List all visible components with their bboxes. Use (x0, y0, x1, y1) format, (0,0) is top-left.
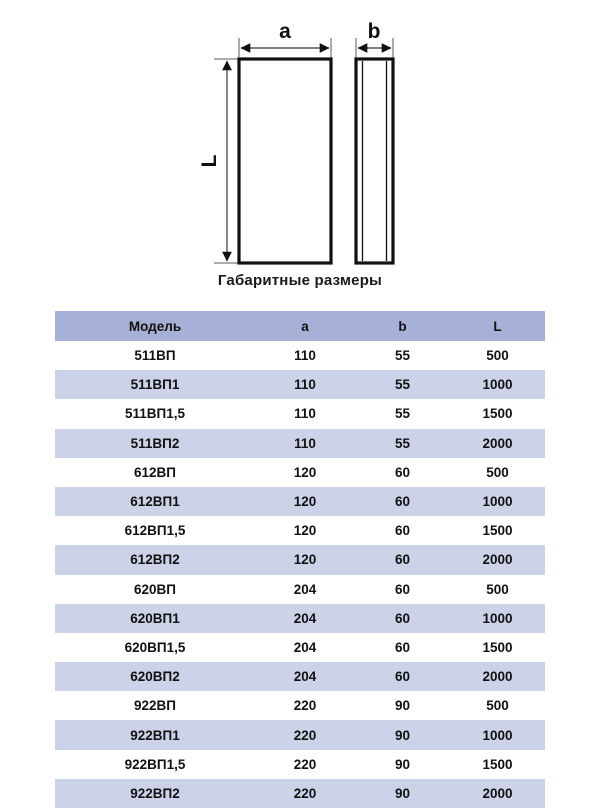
table-row: 511ВП1,5 110 55 1500 (55, 399, 545, 429)
cell-b: 55 (394, 406, 411, 422)
cell-model: 511ВП2 (130, 435, 180, 451)
table-row: 922ВП2 220 90 2000 (55, 778, 545, 808)
cell-b: 60 (394, 581, 411, 597)
figure-caption: Габаритные размеры (217, 272, 383, 289)
cell-l: 1000 (482, 727, 513, 743)
cell-b: 60 (394, 464, 411, 480)
cell-l: 1500 (482, 756, 513, 772)
cell-l: 500 (486, 581, 509, 597)
table-row: 922ВП1 220 90 1000 (55, 720, 545, 750)
cell-model: 511ВП1 (130, 377, 180, 393)
dimension-label-l: L (198, 154, 221, 167)
cell-model: 922ВП1,5 (124, 756, 186, 772)
table-header-row: Модель a b L (55, 311, 545, 341)
table-row: 511ВП2 110 55 2000 (55, 428, 545, 458)
cell-l: 500 (486, 348, 509, 364)
cell-model: 620ВП1 (130, 610, 180, 626)
column-header-b: b (398, 318, 407, 334)
table-body: 511ВП 110 55 500 511ВП1 110 55 1000 511ВП1,5 110 5… (55, 341, 545, 808)
cell-l: 1000 (482, 377, 513, 393)
column-header-l: L (493, 318, 502, 334)
cell-b: 60 (394, 639, 411, 655)
cell-model: 612ВП (134, 464, 176, 480)
cell-model: 612ВП1,5 (124, 523, 186, 539)
cell-b: 60 (394, 669, 411, 685)
cell-a: 110 (294, 406, 316, 422)
spec-table-container: Модель a b L 511ВП 110 55 500 511ВП1 110 55 100… (55, 311, 545, 808)
cell-a: 220 (293, 756, 317, 772)
cell-a: 204 (293, 669, 317, 685)
cell-l: 500 (486, 698, 509, 714)
cell-model: 922ВП2 (130, 785, 180, 801)
cell-b: 90 (394, 727, 411, 743)
cell-b: 90 (394, 698, 411, 714)
cell-l: 500 (486, 464, 509, 480)
table-row: 612ВП2 120 60 2000 (55, 545, 545, 575)
cell-a: 220 (293, 727, 317, 743)
cell-model: 612ВП1 (130, 494, 180, 510)
table-row: 922ВП1,5 220 90 1500 (55, 749, 545, 779)
table-row: 612ВП1,5 120 60 1500 (55, 516, 545, 546)
cell-a: 204 (293, 581, 317, 597)
table-row: 511ВП1 110 55 1000 (55, 370, 545, 400)
cell-l: 1500 (482, 639, 513, 655)
cell-l: 2000 (482, 552, 513, 568)
cell-b: 55 (394, 348, 411, 364)
table-row: 620ВП 204 60 500 (55, 574, 545, 604)
table-row: 612ВП1 120 60 1000 (55, 486, 545, 517)
table-row: 620ВП1,5 204 60 1500 (55, 632, 545, 663)
cell-b: 60 (394, 610, 411, 626)
table-row: 620ВП2 204 60 2000 (55, 662, 545, 692)
cell-a: 120 (293, 494, 317, 510)
cell-b: 90 (394, 756, 411, 772)
cell-l: 2000 (482, 435, 513, 451)
dimension-label-b: b (368, 20, 381, 43)
cell-model: 620ВП1,5 (124, 639, 186, 655)
column-header-a: a (301, 318, 309, 334)
cell-a: 120 (293, 523, 317, 539)
table-row: 612ВП 120 60 500 (55, 457, 545, 487)
dimension-drawing-svg: a b L (198, 20, 395, 265)
dimension-label-a: a (279, 20, 291, 43)
cell-model: 620ВП2 (130, 669, 180, 685)
cell-b: 55 (394, 377, 411, 393)
dimensions-table: Модель a b L 511ВП 110 55 500 511ВП1 110 55 100… (55, 311, 545, 808)
cell-b: 55 (394, 435, 411, 451)
column-header-model: Модель (128, 318, 182, 334)
table-header: Модель a b L (55, 311, 545, 341)
cell-model: 511ВП1,5 (125, 406, 185, 422)
cell-a: 110 (294, 377, 316, 393)
cell-a: 120 (293, 464, 317, 480)
cell-model: 612ВП2 (130, 552, 180, 568)
cell-l: 2000 (482, 669, 513, 685)
table-row: 620ВП1 204 60 1000 (55, 603, 545, 633)
cell-l: 1500 (482, 523, 513, 539)
cell-model: 511ВП (134, 348, 176, 364)
cell-a: 120 (293, 552, 317, 568)
cell-b: 60 (394, 494, 411, 510)
cell-l: 1000 (482, 610, 513, 626)
cell-l: 2000 (482, 785, 513, 801)
table-row: 922ВП 220 90 500 (55, 691, 545, 721)
cell-model: 922ВП (134, 698, 176, 714)
table-row: 511ВП 110 55 500 (55, 341, 545, 371)
technical-drawing: a b L (0, 0, 600, 300)
front-view-rect (237, 57, 333, 265)
cell-a: 110 (294, 348, 316, 364)
cell-a: 204 (293, 610, 317, 626)
cell-a: 110 (294, 435, 316, 451)
cell-l: 1500 (482, 406, 513, 422)
cell-model: 620ВП (134, 581, 176, 597)
cell-a: 204 (293, 639, 317, 655)
cell-a: 220 (293, 698, 317, 714)
dimension-arrows (222, 43, 392, 262)
side-view-rect (354, 57, 395, 265)
cell-l: 1000 (482, 494, 513, 510)
cell-b: 60 (394, 552, 411, 568)
cell-b: 60 (394, 523, 411, 539)
cell-a: 220 (293, 785, 317, 801)
cell-model: 922ВП1 (130, 727, 180, 743)
cell-b: 90 (394, 785, 411, 801)
